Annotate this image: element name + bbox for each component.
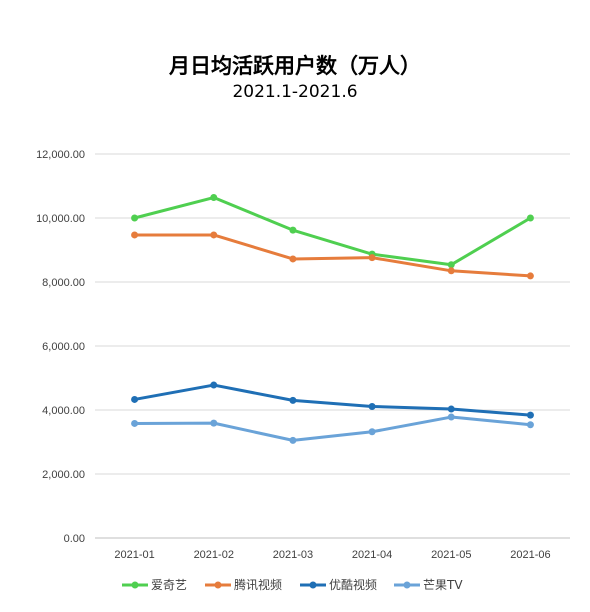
data-point <box>447 261 455 269</box>
legend-marker <box>403 581 411 589</box>
legend-marker <box>309 581 317 589</box>
y-tick-label: 2,000.00 <box>42 469 85 481</box>
x-tick-label: 2021-03 <box>273 549 313 561</box>
y-tick-label: 10,000.00 <box>36 213 85 225</box>
data-point <box>447 405 455 413</box>
data-point <box>526 214 534 222</box>
series-line <box>134 415 531 442</box>
legend-marker <box>214 581 222 589</box>
y-tick-label: 4,000.00 <box>42 405 85 417</box>
data-point <box>526 272 534 280</box>
data-point <box>289 226 297 234</box>
data-point <box>131 231 139 239</box>
data-point <box>210 381 218 389</box>
data-point <box>447 413 455 421</box>
x-tick-label: 2021-06 <box>510 549 550 561</box>
data-point <box>289 396 297 404</box>
y-tick-label: 0.00 <box>64 533 85 545</box>
legend-label: 腾讯视频 <box>234 577 282 592</box>
series-line <box>134 196 532 267</box>
y-tick-label: 12,000.00 <box>36 149 85 161</box>
data-point <box>526 421 534 429</box>
x-tick-label: 2021-04 <box>352 549 392 561</box>
x-tick-label: 2021-01 <box>114 549 154 561</box>
chart-title: 月日均活跃用户数（万人） <box>169 54 421 78</box>
data-point <box>131 419 139 427</box>
series-line <box>134 233 531 278</box>
y-tick-label: 6,000.00 <box>42 341 85 353</box>
x-tick-label: 2021-05 <box>431 549 471 561</box>
data-point <box>526 411 534 419</box>
data-point <box>131 214 139 222</box>
series-line <box>134 383 531 417</box>
data-point <box>210 419 218 427</box>
x-tick-label: 2021-02 <box>194 549 234 561</box>
data-point <box>368 254 376 262</box>
data-point <box>210 194 218 202</box>
legend-label: 爱奇艺 <box>151 578 187 592</box>
legend-marker <box>131 581 139 589</box>
data-point <box>368 428 376 436</box>
chart-subtitle: 2021.1-2021.6 <box>232 82 358 102</box>
legend-label: 芒果TV <box>423 577 463 592</box>
data-point <box>210 231 218 239</box>
data-point <box>289 255 297 263</box>
data-point <box>447 267 455 275</box>
data-point <box>289 436 297 444</box>
data-point <box>131 395 139 403</box>
y-tick-label: 8,000.00 <box>42 277 85 289</box>
legend-label: 优酷视频 <box>329 577 377 592</box>
data-point <box>368 402 376 410</box>
